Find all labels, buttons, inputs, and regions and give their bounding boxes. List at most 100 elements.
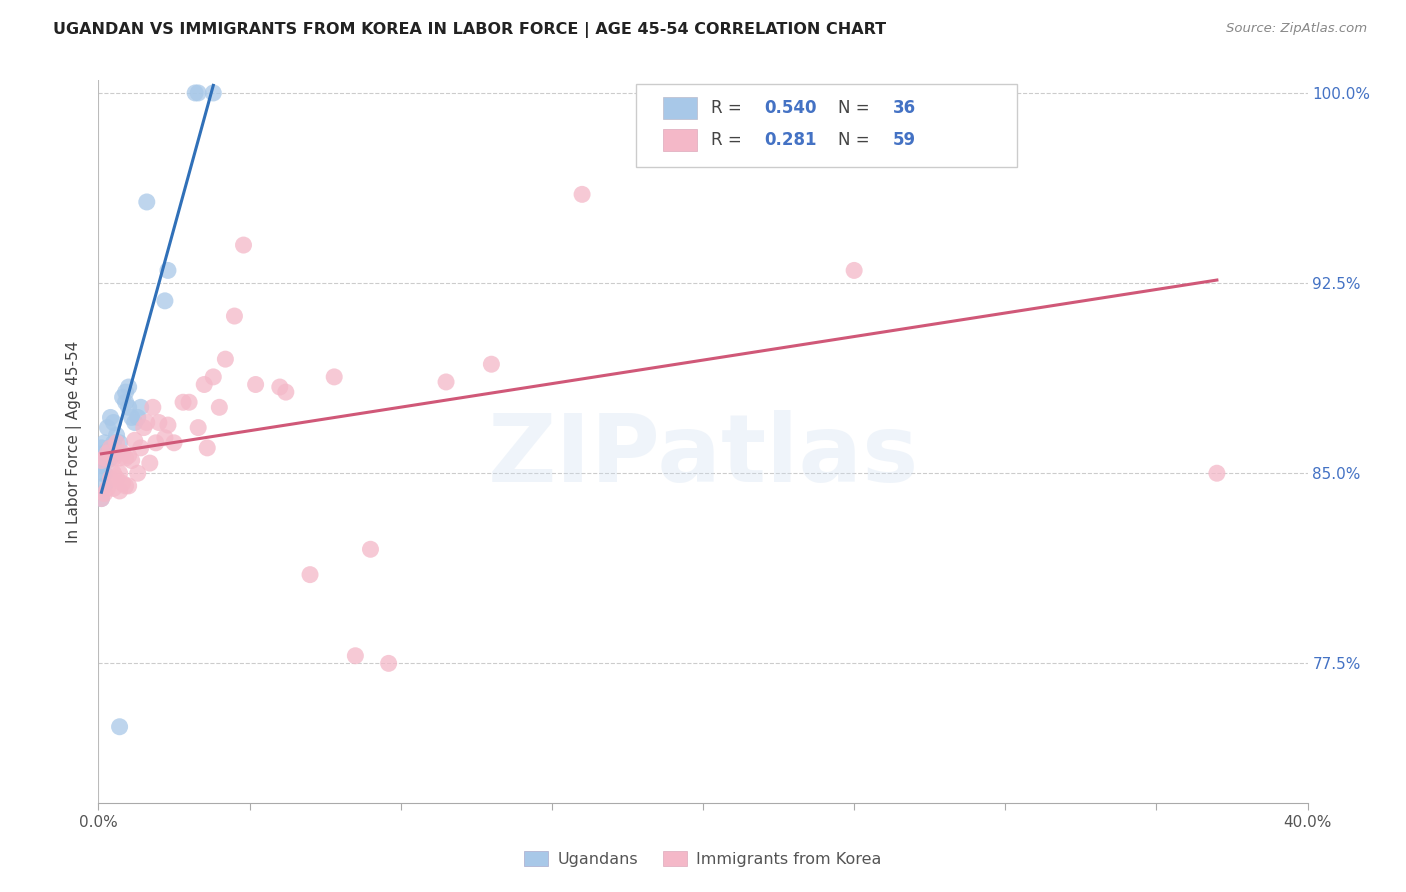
- Point: [105, 435, 128, 450]
- Point: [135, 416, 157, 430]
- Point: [103, 467, 125, 481]
- Point: [299, 567, 322, 582]
- Point: [108, 467, 131, 481]
- Text: ZIPatlas: ZIPatlas: [488, 410, 918, 502]
- Point: [100, 410, 122, 425]
- Point: [377, 657, 399, 671]
- Point: [195, 441, 218, 455]
- Point: [108, 450, 131, 465]
- Point: [124, 416, 146, 430]
- Point: [103, 450, 125, 465]
- Point: [323, 370, 346, 384]
- Point: [224, 309, 246, 323]
- Point: [1206, 467, 1229, 481]
- Point: [100, 471, 122, 485]
- Point: [135, 194, 157, 209]
- Point: [118, 401, 141, 415]
- Point: [145, 435, 167, 450]
- Point: [93, 479, 115, 493]
- Point: [118, 479, 141, 493]
- Point: [127, 467, 149, 481]
- Point: [245, 377, 267, 392]
- Point: [692, 86, 714, 100]
- Point: [103, 435, 125, 450]
- Point: [90, 458, 112, 473]
- Point: [172, 395, 194, 409]
- Text: N =: N =: [838, 131, 876, 149]
- Point: [96, 420, 118, 434]
- Point: [121, 453, 143, 467]
- Point: [114, 385, 136, 400]
- Legend: Ugandans, Immigrants from Korea: Ugandans, Immigrants from Korea: [517, 845, 889, 873]
- Point: [90, 491, 112, 506]
- Point: [93, 467, 115, 481]
- Point: [344, 648, 367, 663]
- Point: [202, 86, 225, 100]
- Point: [844, 263, 866, 277]
- Point: [184, 86, 207, 100]
- Point: [129, 401, 152, 415]
- Text: Source: ZipAtlas.com: Source: ZipAtlas.com: [1226, 22, 1367, 36]
- Point: [105, 471, 128, 485]
- Point: [153, 431, 176, 445]
- Point: [108, 720, 131, 734]
- Text: 0.281: 0.281: [765, 131, 817, 149]
- Point: [90, 450, 112, 465]
- FancyBboxPatch shape: [637, 84, 1018, 167]
- Point: [111, 390, 134, 404]
- Point: [129, 441, 152, 455]
- Point: [118, 380, 141, 394]
- Point: [105, 428, 128, 442]
- Y-axis label: In Labor Force | Age 45-54: In Labor Force | Age 45-54: [66, 341, 83, 542]
- Point: [193, 377, 215, 392]
- FancyBboxPatch shape: [664, 97, 697, 119]
- Text: R =: R =: [711, 131, 752, 149]
- Point: [142, 401, 165, 415]
- Point: [114, 395, 136, 409]
- Point: [108, 483, 131, 498]
- Point: [90, 441, 112, 455]
- Point: [187, 420, 209, 434]
- Point: [127, 410, 149, 425]
- Point: [124, 434, 146, 448]
- Point: [274, 385, 297, 400]
- Text: 59: 59: [893, 131, 915, 149]
- Point: [96, 446, 118, 460]
- Point: [148, 416, 170, 430]
- Point: [132, 420, 155, 434]
- Point: [118, 449, 141, 463]
- Point: [100, 450, 122, 465]
- Point: [105, 446, 128, 460]
- Point: [96, 482, 118, 496]
- Point: [114, 450, 136, 465]
- Point: [90, 467, 112, 481]
- Text: 0.540: 0.540: [765, 99, 817, 117]
- Point: [108, 435, 131, 450]
- Point: [481, 357, 503, 371]
- Point: [232, 238, 254, 252]
- Point: [93, 486, 115, 500]
- Point: [96, 446, 118, 460]
- Point: [153, 293, 176, 308]
- Text: UGANDAN VS IMMIGRANTS FROM KOREA IN LABOR FORCE | AGE 45-54 CORRELATION CHART: UGANDAN VS IMMIGRANTS FROM KOREA IN LABO…: [53, 22, 887, 38]
- Text: 36: 36: [893, 99, 915, 117]
- Point: [163, 435, 186, 450]
- Point: [208, 401, 231, 415]
- Point: [121, 410, 143, 425]
- Point: [360, 542, 382, 557]
- Point: [93, 450, 115, 465]
- Point: [90, 491, 112, 506]
- Point: [214, 352, 236, 367]
- Point: [111, 446, 134, 460]
- Point: [90, 453, 112, 467]
- Point: [434, 375, 457, 389]
- Point: [111, 476, 134, 491]
- Point: [187, 86, 209, 100]
- Point: [100, 441, 122, 455]
- Text: N =: N =: [838, 99, 876, 117]
- Point: [93, 435, 115, 450]
- Point: [103, 482, 125, 496]
- Point: [96, 453, 118, 467]
- Point: [156, 418, 179, 433]
- Point: [103, 416, 125, 430]
